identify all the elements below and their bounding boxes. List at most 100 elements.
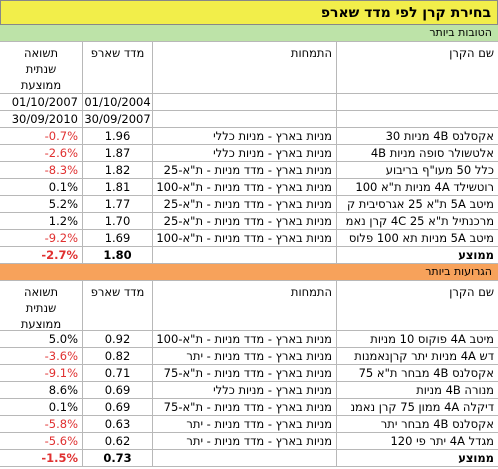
cell-return[interactable]: -3.6% <box>44 349 78 363</box>
cell-focus[interactable]: מניות בארץ - מדד מניות - יתר <box>152 348 336 364</box>
cell-sharpe[interactable]: 0.82 <box>82 348 152 364</box>
cell-fund-name[interactable]: כלל 50 מעו"ף בריבוע <box>336 162 498 178</box>
cell-average-sharpe[interactable]: 0.73 <box>82 450 152 466</box>
cell-fund-name[interactable]: דש 4A מניות יתר קרןנאמנות <box>336 348 498 364</box>
table-row: אלטשולר סופה מניות 4B מניות בארץ - מניות … <box>0 145 498 162</box>
cell-return[interactable]: -8.3% <box>44 163 78 177</box>
cell-focus[interactable]: מניות בארץ - מניות כללי <box>152 145 336 161</box>
cell-focus[interactable]: מניות בארץ - מניות כללי <box>152 128 336 144</box>
col-header-fund-name[interactable]: שם הקרן <box>336 42 498 93</box>
cell-focus[interactable]: מניות בארץ - מדד מניות - ת"א-25 <box>152 196 336 212</box>
cell-fund-name[interactable]: מיטב 5A ת"א 25 אגרסיבית ק <box>336 196 498 212</box>
col-header-return[interactable]: תשואה שנתית ממוצעת <box>0 281 82 330</box>
cell-fund-name[interactable]: מרכנתיל ת"א 25 4C קרן נאמ <box>336 213 498 229</box>
table-row: אקסלנס 4B מניות 30 מניות בארץ - מניות כלל… <box>0 128 498 145</box>
cell-sharpe[interactable]: 0.71 <box>82 365 152 381</box>
cell-fund-name[interactable]: רוטשילד 4A מניות ת"א 100 <box>336 179 498 195</box>
col-header-sharpe[interactable]: מדד שארפ <box>82 281 152 330</box>
col-header-return[interactable]: תשואה שנתית ממוצעת <box>0 42 82 93</box>
col-header-return-line: שנתית <box>25 62 57 76</box>
date-from-row: 01/10/2004 01/10/2007 <box>0 94 498 111</box>
table-row: מגדל 4A יתר פי 120 מניות בארץ - מדד מניות… <box>0 433 498 450</box>
cell-sharpe[interactable]: 0.63 <box>82 416 152 432</box>
cell-focus[interactable]: מניות בארץ - מדד מניות - ת"א-75 <box>152 365 336 381</box>
cell-empty[interactable] <box>152 450 336 466</box>
cell-return[interactable]: -9.2% <box>44 231 78 245</box>
cell-fund-name[interactable]: מיטב 4A פוקוס 10 מניות <box>336 331 498 347</box>
cell-empty[interactable] <box>152 111 336 127</box>
cell-focus[interactable]: מניות בארץ - מניות כללי <box>152 382 336 398</box>
cell-average-label[interactable]: ממוצע <box>336 247 498 263</box>
cell-average-return[interactable]: -2.7% <box>41 248 78 262</box>
cell-fund-name[interactable]: דיקלה 4A ממון 75 קרן נאמנ <box>336 399 498 415</box>
cell-sharpe[interactable]: 1.82 <box>82 162 152 178</box>
cell-empty[interactable] <box>152 247 336 263</box>
cell-return[interactable]: 8.6% <box>48 383 78 397</box>
cell-focus[interactable]: מניות בארץ - מדד מניות - ת"א-25 <box>152 213 336 229</box>
cell-fund-name[interactable]: אקסלנס 4B מניות 30 <box>336 128 498 144</box>
cell-return[interactable]: -5.6% <box>44 434 78 448</box>
cell-sharpe[interactable]: 1.77 <box>82 196 152 212</box>
cell-average-return[interactable]: -1.5% <box>41 451 78 465</box>
sheet-title: בחירת קרן לפי מדד שארפ <box>320 4 491 21</box>
cell-sharpe-date-from[interactable]: 01/10/2004 <box>82 94 152 110</box>
cell-return[interactable]: 0.1% <box>48 180 78 194</box>
cell-fund-name[interactable]: מיטב 5A מניות תא 100 פלוס <box>336 230 498 246</box>
cell-return[interactable]: 0.1% <box>48 400 78 414</box>
cell-average-sharpe[interactable]: 1.80 <box>82 247 152 263</box>
section-best-header-row: שם הקרן התמחות מדד שארפ תשואה שנתית ממוצ… <box>0 42 498 94</box>
cell-sharpe[interactable]: 1.87 <box>82 145 152 161</box>
cell-sharpe[interactable]: 0.92 <box>82 331 152 347</box>
col-header-focus[interactable]: התמחות <box>152 281 336 330</box>
cell-fund-name[interactable]: מנורה 4B מניות <box>336 382 498 398</box>
cell-sharpe[interactable]: 1.81 <box>82 179 152 195</box>
cell-focus[interactable]: מניות בארץ - מדד מניות - ת"א-100 <box>152 230 336 246</box>
cell-focus[interactable]: מניות בארץ - מדד מניות - יתר <box>152 416 336 432</box>
cell-sharpe[interactable]: 1.70 <box>82 213 152 229</box>
table-row: מיטב 5A מניות תא 100 פלוס מניות בארץ - מד… <box>0 230 498 247</box>
section-best-label: הטובות ביותר <box>429 26 492 39</box>
col-header-fund-name[interactable]: שם הקרן <box>336 281 498 330</box>
cell-sharpe[interactable]: 0.69 <box>82 399 152 415</box>
cell-return[interactable]: 5.0% <box>48 332 78 346</box>
section-worst-header-row: שם הקרן התמחות מדד שארפ תשואה שנתית ממוצ… <box>0 281 498 331</box>
cell-focus[interactable]: מניות בארץ - מדד מניות - ת"א-75 <box>152 399 336 415</box>
cell-return[interactable]: -9.1% <box>44 366 78 380</box>
table-row: אקסלנס 4B מבחר ת"א 75 מניות בארץ - מדד מנ… <box>0 365 498 382</box>
cell-return[interactable]: -0.7% <box>44 129 78 143</box>
cell-focus[interactable]: מניות בארץ - מדד מניות - ת"א-100 <box>152 179 336 195</box>
cell-sharpe[interactable]: 1.69 <box>82 230 152 246</box>
cell-fund-name[interactable]: מגדל 4A יתר פי 120 <box>336 433 498 449</box>
cell-return-date-from[interactable]: 01/10/2007 <box>11 95 78 109</box>
cell-average-label[interactable]: ממוצע <box>336 450 498 466</box>
cell-return[interactable]: -2.6% <box>44 146 78 160</box>
cell-empty[interactable] <box>336 111 498 127</box>
col-header-sharpe[interactable]: מדד שארפ <box>82 42 152 93</box>
cell-return-date-to[interactable]: 30/09/2010 <box>11 112 78 126</box>
cell-focus[interactable]: מניות בארץ - מדד מניות - יתר <box>152 433 336 449</box>
cell-fund-name[interactable]: אקסלנס 4B מבחר ת"א 75 <box>336 365 498 381</box>
cell-sharpe[interactable]: 0.62 <box>82 433 152 449</box>
cell-focus[interactable]: מניות בארץ - מדד מניות - ת"א-25 <box>152 162 336 178</box>
col-header-focus[interactable]: התמחות <box>152 42 336 93</box>
cell-sharpe[interactable]: 1.96 <box>82 128 152 144</box>
table-row: דש 4A מניות יתר קרןנאמנות מניות בארץ - מד… <box>0 348 498 365</box>
cell-return[interactable]: 5.2% <box>48 197 78 211</box>
cell-sharpe-date-to[interactable]: 30/09/2007 <box>82 111 152 127</box>
cell-empty[interactable] <box>152 94 336 110</box>
cell-fund-name[interactable]: אלטשולר סופה מניות 4B <box>336 145 498 161</box>
table-row: רוטשילד 4A מניות ת"א 100 מניות בארץ - מדד… <box>0 179 498 196</box>
cell-empty[interactable] <box>336 94 498 110</box>
cell-return[interactable]: 1.2% <box>48 214 78 228</box>
cell-return[interactable]: -5.8% <box>44 417 78 431</box>
cell-sharpe[interactable]: 0.69 <box>82 382 152 398</box>
section-worst-label-row: הגרועות ביותר <box>0 264 498 281</box>
cell-focus[interactable]: מניות בארץ - מדד מניות - ת"א-100 <box>152 331 336 347</box>
table-row: מנורה 4B מניות מניות בארץ - מניות כללי 0.6… <box>0 382 498 399</box>
cell-fund-name[interactable]: אקסלנס 4B מבחר יתר <box>336 416 498 432</box>
section-worst-label: הגרועות ביותר <box>425 265 492 278</box>
table-row: מרכנתיל ת"א 25 4C קרן נאמ מניות בארץ - מד… <box>0 213 498 230</box>
date-to-row: 30/09/2007 30/09/2010 <box>0 111 498 128</box>
table-row: אקסלנס 4B מבחר יתר מניות בארץ - מדד מניות… <box>0 416 498 433</box>
